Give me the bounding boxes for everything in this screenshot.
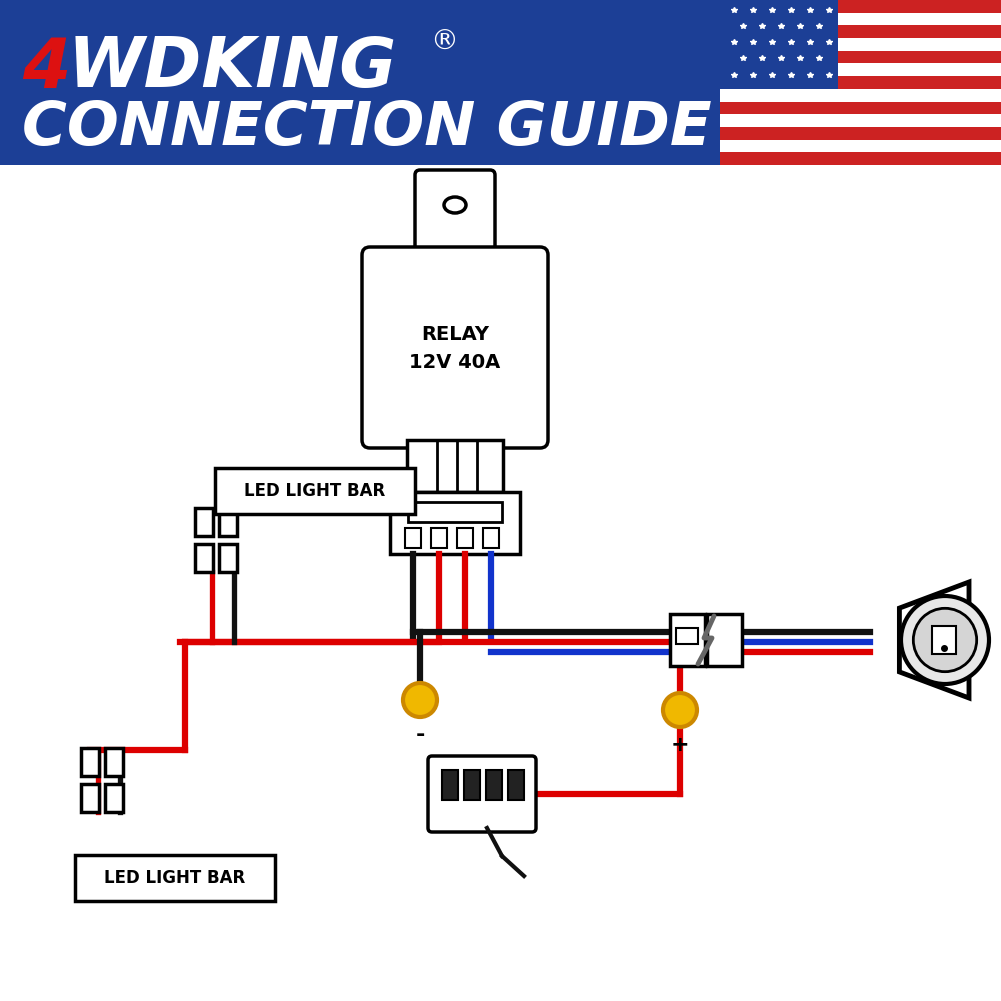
Bar bbox=[720, 38, 1001, 51]
Bar bbox=[720, 0, 1001, 13]
Text: LED LIGHT BAR: LED LIGHT BAR bbox=[104, 869, 245, 887]
Bar bbox=[720, 114, 1001, 127]
Bar bbox=[676, 628, 698, 644]
Bar bbox=[932, 626, 956, 654]
Bar bbox=[720, 89, 1001, 101]
Bar bbox=[720, 51, 1001, 63]
FancyBboxPatch shape bbox=[708, 614, 742, 666]
Bar bbox=[105, 784, 123, 812]
Bar bbox=[720, 0, 838, 89]
Bar bbox=[486, 770, 502, 800]
Bar bbox=[105, 748, 123, 776]
Text: LED LIGHT BAR: LED LIGHT BAR bbox=[244, 482, 385, 500]
Bar bbox=[457, 528, 473, 548]
Bar bbox=[464, 770, 480, 800]
Bar bbox=[720, 127, 1001, 139]
Text: ®: ® bbox=[430, 28, 457, 56]
Bar bbox=[720, 76, 1001, 89]
Text: -: - bbox=[415, 725, 424, 745]
Bar bbox=[75, 855, 275, 901]
Bar bbox=[483, 528, 499, 548]
Bar bbox=[219, 508, 237, 536]
Bar bbox=[720, 152, 1001, 165]
Text: +: + bbox=[671, 735, 690, 755]
Polygon shape bbox=[900, 582, 969, 698]
Bar bbox=[0, 0, 1001, 165]
Bar bbox=[720, 101, 1001, 114]
Circle shape bbox=[913, 609, 977, 672]
Ellipse shape bbox=[444, 197, 466, 213]
Text: WDKING: WDKING bbox=[68, 34, 397, 101]
Bar bbox=[408, 502, 502, 522]
FancyBboxPatch shape bbox=[428, 756, 536, 832]
Text: CONNECTION GUIDE: CONNECTION GUIDE bbox=[22, 98, 712, 157]
Bar bbox=[431, 528, 447, 548]
Bar bbox=[720, 139, 1001, 152]
Bar bbox=[720, 63, 1001, 76]
Text: RELAY
12V 40A: RELAY 12V 40A bbox=[409, 324, 500, 371]
Bar bbox=[508, 770, 524, 800]
Bar bbox=[442, 770, 458, 800]
FancyBboxPatch shape bbox=[670, 614, 705, 666]
Bar bbox=[407, 440, 503, 492]
Bar bbox=[215, 468, 415, 514]
FancyBboxPatch shape bbox=[415, 170, 495, 260]
Bar bbox=[81, 784, 99, 812]
Bar bbox=[405, 528, 421, 548]
Bar bbox=[195, 508, 213, 536]
Text: 4: 4 bbox=[22, 34, 70, 101]
Bar bbox=[219, 544, 237, 572]
FancyBboxPatch shape bbox=[362, 247, 548, 448]
Bar bbox=[720, 25, 1001, 38]
FancyBboxPatch shape bbox=[390, 492, 520, 554]
Bar bbox=[195, 544, 213, 572]
Bar bbox=[81, 748, 99, 776]
Circle shape bbox=[663, 693, 697, 727]
Circle shape bbox=[403, 683, 437, 717]
Bar bbox=[720, 13, 1001, 25]
Circle shape bbox=[901, 596, 989, 684]
